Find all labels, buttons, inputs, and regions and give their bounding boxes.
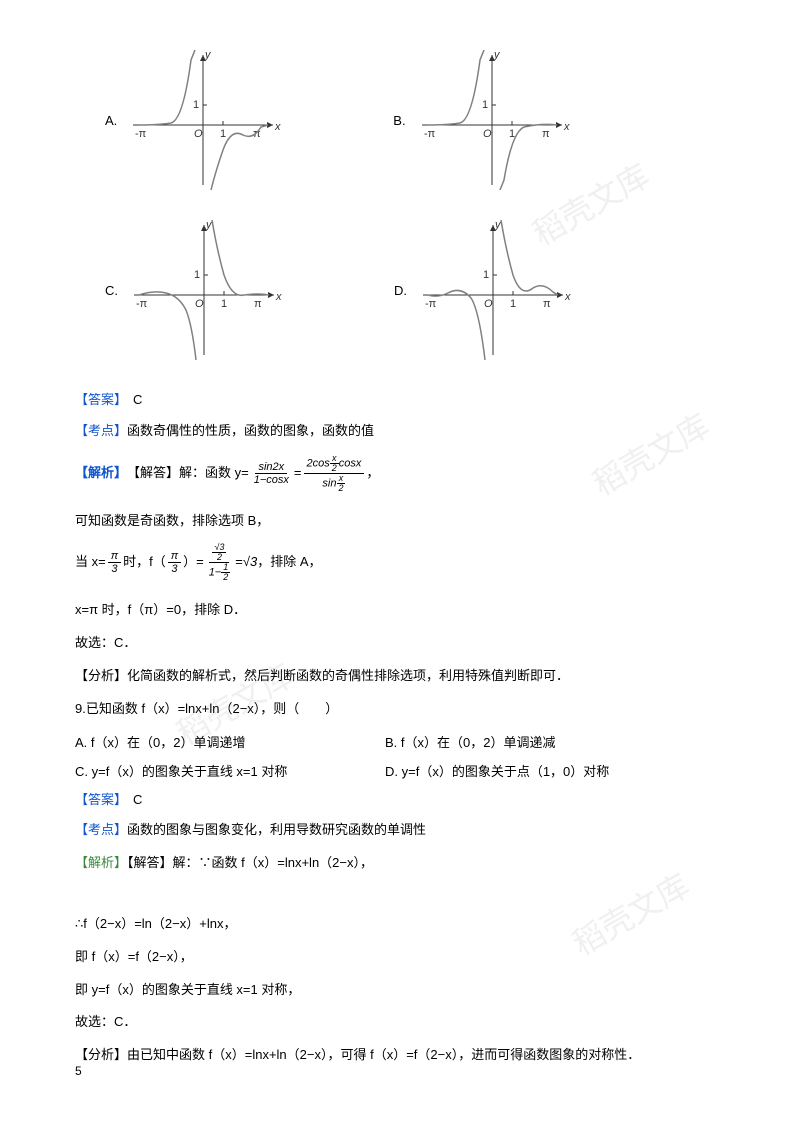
q9-answer: 【答案】 C — [75, 790, 719, 811]
jiedai-label: 【解答】 — [127, 855, 173, 870]
eq-sign: = — [294, 463, 302, 484]
svg-text:-π: -π — [425, 298, 437, 310]
svg-text:O: O — [483, 128, 492, 140]
fraction-1: sin2x1−cosx — [251, 461, 292, 486]
jiexi-text: 解：函数 y= — [179, 463, 249, 484]
kaodian-label: 【考点】 — [75, 822, 127, 837]
answer-value: C — [133, 792, 142, 807]
q8-answer: 【答案】 C — [75, 390, 719, 411]
q8-fenxi: 【分析】化简函数的解析式，然后判断函数的奇偶性排除选项，利用特殊值判断即可． — [75, 666, 719, 687]
q8-line2: 可知函数是奇函数，排除选项 B， — [75, 511, 719, 532]
option-label-c: C. — [105, 283, 118, 298]
q9-opt-a: A. f（x）在（0，2）单调递增 — [75, 732, 385, 751]
q9-line4: 即 y=f（x）的图象关于直线 x=1 对称， — [75, 980, 719, 1001]
svg-text:π: π — [543, 298, 551, 310]
svg-text:1: 1 — [193, 99, 199, 111]
svg-text:1: 1 — [482, 99, 488, 111]
svg-text:1: 1 — [510, 298, 516, 310]
option-label-b: B. — [393, 113, 405, 128]
q9-line2: ∴f（2−x）=ln（2−x）+lnx， — [75, 914, 719, 935]
svg-text:1: 1 — [221, 298, 227, 310]
kaodian-label: 【考点】 — [75, 423, 127, 438]
q8-kaodian: 【考点】函数奇偶性的性质，函数的图象，函数的值 — [75, 421, 719, 442]
svg-text:1: 1 — [194, 269, 200, 281]
q9-jiexi: 【解析】【解答】解：∵函数 f（x）=lnx+ln（2−x）， — [75, 853, 719, 874]
graph-a-svg: y x O 1 1 -π π — [123, 50, 283, 190]
q8-line3: 当 x= π3 时，f（ π3 ）= √32 1−12 = √3 ，排除 A， — [75, 543, 719, 582]
svg-text:1: 1 — [483, 269, 489, 281]
q9-opt-c: C. y=f（x）的图象关于直线 x=1 对称 — [75, 761, 385, 780]
answer-label: 【答案】 — [75, 392, 127, 407]
svg-text:π: π — [254, 298, 262, 310]
graph-option-c: C. y x O 1 1 -π π — [105, 220, 284, 360]
q9-options-row1: A. f（x）在（0，2）单调递增 B. f（x）在（0，2）单调递减 — [75, 732, 719, 751]
svg-text:y: y — [204, 50, 212, 61]
kaodian-text: 函数的图象与图象变化，利用导数研究函数的单调性 — [127, 822, 426, 837]
svg-text:π: π — [542, 128, 550, 140]
svg-text:-π: -π — [424, 128, 436, 140]
q9-options-row2: C. y=f（x）的图象关于直线 x=1 对称 D. y=f（x）的图象关于点（… — [75, 761, 719, 780]
svg-text:O: O — [195, 298, 204, 310]
q9-fenxi: 【分析】由已知中函数 f（x）=lnx+ln（2−x），可得 f（x）=f（2−… — [75, 1045, 719, 1066]
graph-options: A. y x O 1 1 -π π — [75, 50, 719, 360]
svg-text:-π: -π — [135, 128, 147, 140]
kaodian-text: 函数奇偶性的性质，函数的图象，函数的值 — [127, 423, 374, 438]
jiexi-text: 解：∵函数 f（x）=lnx+ln（2−x）， — [173, 855, 373, 870]
q8-line5: 故选：C． — [75, 633, 719, 654]
svg-text:O: O — [484, 298, 493, 310]
svg-text:x: x — [564, 291, 571, 303]
graph-b-svg: y x O 1 1 -π π — [412, 50, 572, 190]
q9-kaodian: 【考点】函数的图象与图象变化，利用导数研究函数的单调性 — [75, 820, 719, 841]
svg-text:x: x — [563, 121, 570, 133]
q9-stem: 9.已知函数 f（x）=lnx+ln（2−x），则（ ） — [75, 699, 719, 720]
option-label-a: A. — [105, 113, 117, 128]
svg-text:1: 1 — [220, 128, 226, 140]
svg-text:x: x — [275, 291, 282, 303]
jiedai-label: 【解答】 — [127, 463, 179, 484]
jiexi-suffix: ， — [366, 463, 379, 484]
graph-option-d: D. y x O 1 1 -π π — [394, 220, 573, 360]
answer-value: C — [133, 392, 142, 407]
q8-jiexi: 【解析】【解答】解：函数 y= sin2x1−cosx = 2cosx2cosx… — [75, 454, 719, 493]
jiexi-label: 【解析】 — [75, 855, 127, 870]
page-number: 5 — [75, 1064, 82, 1078]
graph-c-svg: y x O 1 1 -π π — [124, 220, 284, 360]
svg-text:x: x — [274, 121, 281, 133]
graph-d-svg: y x O 1 1 -π π — [413, 220, 573, 360]
svg-text:O: O — [194, 128, 203, 140]
fraction-2: 2cosx2cosx sinx2 — [304, 454, 365, 493]
page-content: A. y x O 1 1 -π π — [75, 50, 719, 1066]
q9-line3: 即 f（x）=f（2−x）， — [75, 947, 719, 968]
svg-text:y: y — [493, 50, 501, 61]
q8-line4: x=π 时，f（π）=0，排除 D． — [75, 600, 719, 621]
q9-opt-d: D. y=f（x）的图象关于点（1，0）对称 — [385, 761, 609, 780]
answer-label: 【答案】 — [75, 792, 127, 807]
q9-opt-b: B. f（x）在（0，2）单调递减 — [385, 732, 555, 751]
option-label-d: D. — [394, 283, 407, 298]
graph-option-a: A. y x O 1 1 -π π — [105, 50, 283, 190]
q9-line5: 故选：C． — [75, 1012, 719, 1033]
svg-text:-π: -π — [136, 298, 148, 310]
graph-option-b: B. y x O 1 1 -π π — [393, 50, 571, 190]
jiexi-label: 【解析】 — [75, 463, 127, 484]
